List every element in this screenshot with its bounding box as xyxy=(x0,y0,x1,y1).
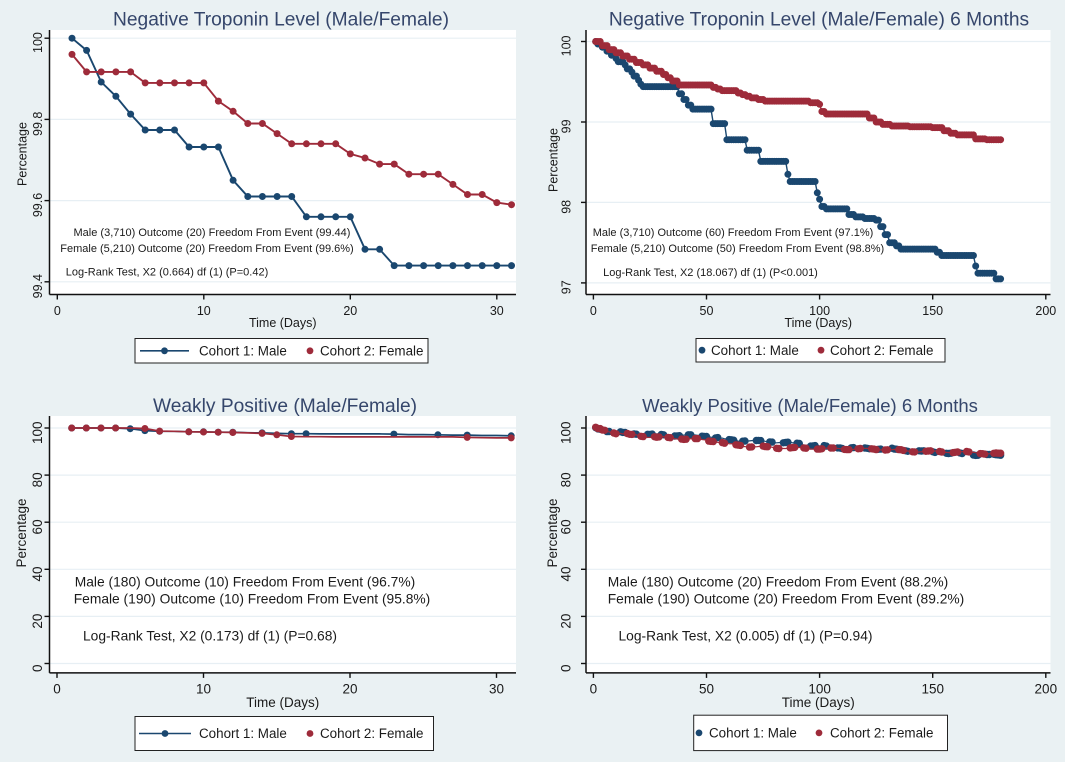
svg-text:20: 20 xyxy=(30,614,45,629)
svg-text:Percentage: Percentage xyxy=(16,122,30,186)
svg-text:99.8: 99.8 xyxy=(31,112,45,136)
svg-text:Cohort 1: Male: Cohort 1: Male xyxy=(709,726,797,741)
svg-text:Male (180) Outcome (20) Freedo: Male (180) Outcome (20) Freedom From Eve… xyxy=(608,575,948,590)
svg-text:10: 10 xyxy=(196,682,211,697)
svg-text:Female (190) Outcome (10) Free: Female (190) Outcome (10) Freedom From E… xyxy=(74,592,431,607)
svg-text:150: 150 xyxy=(921,682,944,697)
svg-text:60: 60 xyxy=(559,519,574,534)
svg-text:Log-Rank Test, X2 (0.664) df (: Log-Rank Test, X2 (0.664) df (1) (P=0.42… xyxy=(66,267,269,279)
svg-text:0: 0 xyxy=(590,682,598,697)
svg-text:60: 60 xyxy=(30,519,45,534)
svg-text:80: 80 xyxy=(559,472,574,487)
svg-text:200: 200 xyxy=(1035,304,1056,318)
svg-text:50: 50 xyxy=(699,682,714,697)
svg-text:0: 0 xyxy=(54,304,61,318)
svg-text:Time (Days): Time (Days) xyxy=(784,316,852,330)
svg-text:Female (5,210) Outcome (20) Fr: Female (5,210) Outcome (20) Freedom From… xyxy=(60,243,353,255)
svg-text:Log-Rank Test, X2 (0.005) df (: Log-Rank Test, X2 (0.005) df (1) (P=0.94… xyxy=(619,629,873,644)
svg-text:Negative Troponin Level (Male/: Negative Troponin Level (Male/Female) xyxy=(113,10,449,31)
svg-text:Time (Days): Time (Days) xyxy=(249,316,317,330)
svg-text:Log-Rank Test, X2 (0.173) df (: Log-Rank Test, X2 (0.173) df (1) (P=0.68… xyxy=(83,629,337,644)
svg-text:50: 50 xyxy=(700,304,714,318)
svg-text:100: 100 xyxy=(560,35,574,56)
svg-text:Percentage: Percentage xyxy=(14,498,29,567)
svg-text:99.4: 99.4 xyxy=(31,274,45,298)
svg-text:Negative Troponin Level (Male/: Negative Troponin Level (Male/Female) 6 … xyxy=(609,10,1029,31)
svg-text:20: 20 xyxy=(342,682,357,697)
svg-text:100: 100 xyxy=(30,421,45,444)
svg-text:Weakly Positive (Male/Female): Weakly Positive (Male/Female) xyxy=(153,396,417,417)
svg-text:0: 0 xyxy=(559,664,574,672)
svg-text:100: 100 xyxy=(809,304,830,318)
svg-text:Percentage: Percentage xyxy=(546,128,560,192)
svg-text:0: 0 xyxy=(30,664,45,672)
svg-text:150: 150 xyxy=(922,304,943,318)
svg-text:100: 100 xyxy=(808,682,831,697)
svg-text:Cohort 1: Male: Cohort 1: Male xyxy=(711,343,799,358)
svg-text:Cohort 1: Male: Cohort 1: Male xyxy=(199,726,287,741)
svg-text:99.6: 99.6 xyxy=(31,193,45,217)
svg-text:30: 30 xyxy=(489,682,504,697)
svg-text:Time (Days): Time (Days) xyxy=(246,695,319,710)
svg-text:Time (Days): Time (Days) xyxy=(782,695,855,710)
svg-text:Percentage: Percentage xyxy=(545,498,560,567)
svg-text:40: 40 xyxy=(30,567,45,582)
svg-text:10: 10 xyxy=(197,304,211,318)
svg-text:98: 98 xyxy=(560,200,574,214)
svg-text:Cohort 2: Female: Cohort 2: Female xyxy=(830,726,933,741)
svg-text:Male (180) Outcome (10) Freedo: Male (180) Outcome (10) Freedom From Eve… xyxy=(75,575,415,590)
svg-text:200: 200 xyxy=(1035,682,1058,697)
svg-text:0: 0 xyxy=(53,682,61,697)
svg-text:20: 20 xyxy=(343,304,357,318)
svg-text:Female (190) Outcome (20) Free: Female (190) Outcome (20) Freedom From E… xyxy=(608,592,965,607)
svg-text:97: 97 xyxy=(560,280,574,294)
svg-text:0: 0 xyxy=(590,304,597,318)
svg-text:Cohort 2: Female: Cohort 2: Female xyxy=(830,343,933,358)
svg-text:80: 80 xyxy=(30,472,45,487)
svg-text:100: 100 xyxy=(31,32,45,53)
svg-text:Male (3,710) Outcome (60) Free: Male (3,710) Outcome (60) Freedom From E… xyxy=(593,227,874,239)
svg-text:Cohort 2: Female: Cohort 2: Female xyxy=(320,343,423,358)
svg-text:Log-Rank Test, X2 (18.067) df: Log-Rank Test, X2 (18.067) df (1) (P<0.0… xyxy=(603,267,818,279)
svg-text:Female (5,210) Outcome (50) Fr: Female (5,210) Outcome (50) Freedom From… xyxy=(591,243,884,255)
svg-text:Cohort 2: Female: Cohort 2: Female xyxy=(320,726,423,741)
svg-text:30: 30 xyxy=(490,304,504,318)
svg-text:40: 40 xyxy=(559,567,574,582)
svg-text:20: 20 xyxy=(559,614,574,629)
svg-text:99: 99 xyxy=(560,119,574,133)
svg-text:Male (3,710) Outcome (20) Free: Male (3,710) Outcome (20) Freedom From E… xyxy=(74,227,351,239)
svg-text:Weakly Positive (Male/Female): Weakly Positive (Male/Female) 6 Months xyxy=(642,395,978,416)
svg-text:Cohort 1: Male: Cohort 1: Male xyxy=(199,343,287,358)
svg-text:100: 100 xyxy=(559,421,574,444)
